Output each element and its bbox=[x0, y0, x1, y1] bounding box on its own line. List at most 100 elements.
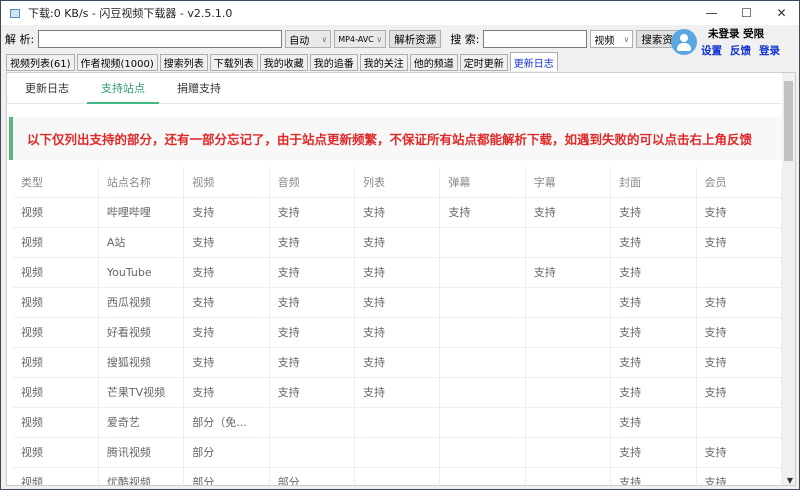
scroll-down-icon[interactable]: ▼ bbox=[786, 476, 793, 485]
table-row: 视频 A站 支持 支持 支持 支持 支持 bbox=[13, 227, 782, 258]
chevron-down-icon: ∨ bbox=[376, 34, 383, 44]
subtab-0[interactable]: 更新日志 bbox=[25, 82, 69, 95]
column-header: 列表 bbox=[354, 167, 441, 198]
table-cell: 哔哩哔哩 bbox=[98, 197, 185, 228]
table-cell: 支持 bbox=[354, 287, 441, 318]
table-cell bbox=[525, 467, 612, 485]
app-icon bbox=[10, 8, 20, 18]
table-cell: 优酷视频 bbox=[98, 467, 185, 485]
table-cell bbox=[525, 287, 612, 318]
format-select[interactable]: MP4-AVC ∨ bbox=[334, 30, 387, 48]
table-cell: 视频 bbox=[13, 257, 99, 288]
feedback-link[interactable]: 反馈 bbox=[730, 45, 751, 57]
table-cell: 支持 bbox=[269, 377, 356, 408]
table-cell: 支持 bbox=[696, 377, 782, 408]
tab-9[interactable]: 更新日志 bbox=[509, 52, 558, 71]
tab-0[interactable]: 视频列表(61) bbox=[6, 54, 75, 71]
table-cell: 支持 bbox=[610, 197, 697, 228]
table-cell: 视频 bbox=[13, 467, 99, 485]
tab-3[interactable]: 下载列表 bbox=[209, 54, 258, 71]
subtab-2[interactable]: 捐赠支持 bbox=[177, 82, 221, 95]
table-cell bbox=[354, 407, 441, 438]
maximize-button[interactable]: ☐ bbox=[741, 6, 752, 20]
parse-url-input[interactable] bbox=[38, 30, 283, 48]
search-input[interactable] bbox=[483, 30, 588, 48]
tab-7[interactable]: 他的频道 bbox=[409, 54, 458, 71]
format-value: MP4-AVC bbox=[338, 34, 374, 44]
table-cell: 支持 bbox=[610, 227, 697, 258]
table-cell: 支持 bbox=[269, 347, 356, 378]
table-cell bbox=[525, 407, 612, 438]
table-cell bbox=[439, 467, 526, 485]
table-cell: 支持 bbox=[269, 257, 356, 288]
minimize-button[interactable]: — bbox=[705, 6, 718, 20]
tab-4[interactable]: 我的收藏 bbox=[259, 54, 308, 71]
parse-button[interactable]: 解析资源 bbox=[389, 30, 442, 48]
table-row: 视频 优酷视频 部分 部分 支持 支持 bbox=[13, 467, 782, 485]
table-cell bbox=[696, 257, 782, 288]
table-cell: 支持 bbox=[696, 317, 782, 348]
table-cell: 支持 bbox=[354, 347, 441, 378]
table-cell: 视频 bbox=[13, 347, 99, 378]
table-cell: 支持 bbox=[183, 257, 270, 288]
table-cell bbox=[696, 407, 782, 438]
scrollbar[interactable]: ▼ bbox=[782, 73, 795, 485]
table-cell: 支持 bbox=[696, 287, 782, 318]
tab-1[interactable]: 作者视频(1000) bbox=[76, 54, 158, 71]
search-type-select[interactable]: 视频 ∨ bbox=[590, 30, 634, 48]
table-cell bbox=[525, 377, 612, 408]
supported-sites-table: 类型 站点名称 视频 音频 列表 弹幕 字幕 封面 会员 视频 哔哩哔哩 支持 支持 支持 支持 支持 支持支… bbox=[13, 167, 782, 485]
search-type-value: 视频 bbox=[594, 35, 615, 47]
table-cell bbox=[525, 437, 612, 468]
tab-5[interactable]: 我的追番 bbox=[309, 54, 358, 71]
table-cell: 芒果TV视频 bbox=[98, 377, 185, 408]
tab-8[interactable]: 定时更新 bbox=[459, 54, 508, 71]
table-cell: 支持 bbox=[610, 467, 697, 485]
table-cell: 支持 bbox=[610, 347, 697, 378]
table-cell: 好看视频 bbox=[98, 317, 185, 348]
subtab-1[interactable]: 支持站点 bbox=[87, 73, 159, 104]
table-cell bbox=[269, 407, 356, 438]
table-cell bbox=[525, 317, 612, 348]
tab-2[interactable]: 搜索列表 bbox=[159, 54, 208, 71]
table-cell: 支持 bbox=[183, 227, 270, 258]
mode-select[interactable]: 自动 ∨ bbox=[285, 30, 332, 48]
table-cell: 视频 bbox=[13, 197, 99, 228]
table-cell: 支持 bbox=[183, 347, 270, 378]
column-header: 音频 bbox=[269, 167, 356, 198]
table-row: 视频 爱奇艺 部分（免... 支持 bbox=[13, 407, 782, 438]
table-cell: 搜狐视频 bbox=[98, 347, 185, 378]
table-cell: 部分 bbox=[183, 467, 270, 485]
table-cell bbox=[439, 437, 526, 468]
scrollbar-thumb[interactable] bbox=[784, 81, 793, 161]
settings-link[interactable]: 设置 bbox=[701, 45, 722, 57]
login-link[interactable]: 登录 bbox=[759, 45, 780, 57]
column-header: 字幕 bbox=[525, 167, 612, 198]
user-panel: 未登录 受限 设置 反馈 登录 bbox=[671, 26, 780, 58]
chevron-down-icon: ∨ bbox=[623, 34, 630, 44]
tab-6[interactable]: 我的关注 bbox=[359, 54, 408, 71]
table-cell: 支持 bbox=[269, 227, 356, 258]
table-cell: 视频 bbox=[13, 437, 99, 468]
table-cell bbox=[525, 347, 612, 378]
table-cell: 支持 bbox=[354, 257, 441, 288]
table-cell bbox=[439, 287, 526, 318]
table-row: 视频 搜狐视频 支持 支持 支持 支持 支持 bbox=[13, 347, 782, 378]
main-tabs: 视频列表(61) 作者视频(1000) 搜索列表 下载列表 我的收藏 我的追番 我的关注 他的… bbox=[6, 52, 558, 71]
table-cell: 支持 bbox=[269, 317, 356, 348]
toolbar: 解 析: 自动 ∨ MP4-AVC ∨ 解析资源 搜 索: 视频 ∨ 搜索资源 bbox=[5, 29, 689, 49]
table-row: 视频 YouTube 支持 支持 支持 支持 支持 bbox=[13, 257, 782, 288]
table-cell: 支持 bbox=[183, 317, 270, 348]
table-cell: 部分（免... bbox=[183, 407, 270, 438]
table-cell: 视频 bbox=[13, 407, 99, 438]
mode-value: 自动 bbox=[289, 35, 310, 47]
table-row: 视频 西瓜视频 支持 支持 支持 支持 支持 bbox=[13, 287, 782, 318]
column-header: 会员 bbox=[696, 167, 782, 198]
table-cell: YouTube bbox=[98, 257, 185, 288]
close-button[interactable]: ✕ bbox=[776, 6, 787, 20]
table-cell bbox=[439, 317, 526, 348]
table-cell: 爱奇艺 bbox=[98, 407, 185, 438]
avatar[interactable] bbox=[671, 29, 697, 55]
table-cell: 支持 bbox=[269, 287, 356, 318]
table-row: 视频 好看视频 支持 支持 支持 支持 支持 bbox=[13, 317, 782, 348]
